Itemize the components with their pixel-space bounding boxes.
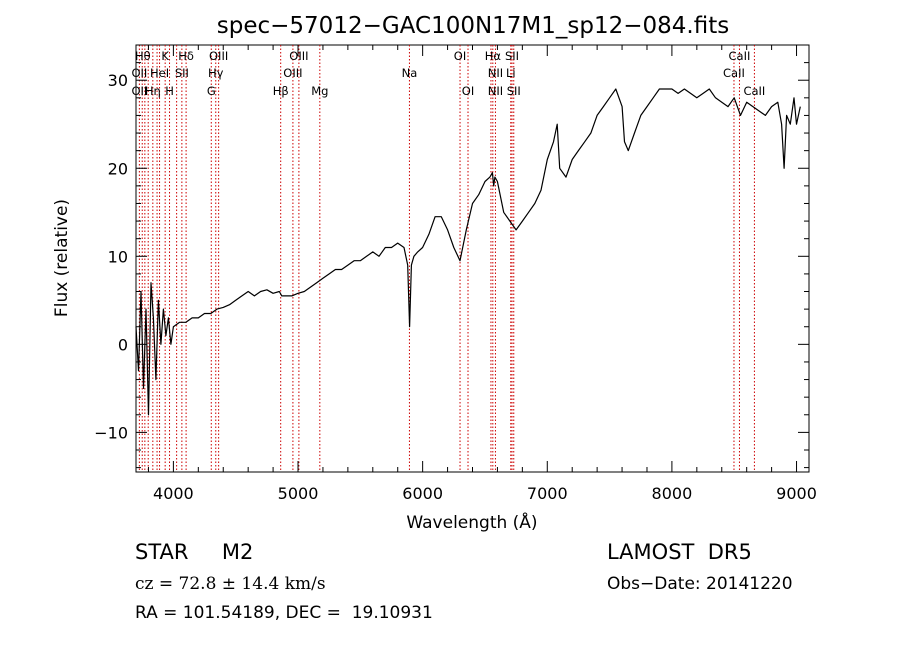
line-label: HeI — [150, 66, 169, 80]
plot-frame — [135, 44, 810, 473]
line-label: CaII — [729, 49, 751, 63]
spectrum-line — [135, 88, 801, 416]
redshift-velocity: cz = 72.8 ± 14.4 km/s — [135, 574, 326, 594]
y-axis-label: Flux (relative) — [52, 199, 72, 317]
spectrum-series — [135, 88, 801, 416]
line-label: SII — [507, 84, 521, 98]
line-label: SII — [505, 49, 519, 63]
chart-title: spec−57012−GAC100N17M1_sp12−084.fits — [217, 13, 729, 39]
line-label: Mg — [311, 84, 328, 98]
line-label: OI — [454, 49, 466, 63]
x-tick-label: 7000 — [527, 484, 568, 503]
line-label: Hθ — [135, 49, 151, 63]
y-tick-label: 30 — [108, 71, 128, 90]
spectral-line-markers — [138, 45, 755, 472]
line-label: Hγ — [208, 66, 224, 80]
coordinates: RA = 101.54189, DEC = 19.10931 — [135, 603, 433, 623]
y-tick-label: 0 — [118, 335, 128, 354]
object-class: STAR M2 — [135, 540, 254, 564]
axes: 4000 5000 6000 7000 8000 9000 −10 0 10 20 30 — [94, 44, 817, 503]
line-label: K — [161, 49, 169, 63]
line-label: NII — [488, 66, 503, 80]
line-label: NII — [488, 84, 503, 98]
x-tick-label: 9000 — [776, 484, 817, 503]
survey-release: LAMOST DR5 — [607, 540, 752, 564]
line-label: OII — [131, 84, 147, 98]
y-tick-label: 20 — [108, 159, 128, 178]
line-label: Na — [402, 66, 418, 80]
line-label: CaII — [743, 84, 765, 98]
x-tick-label: 5000 — [278, 484, 319, 503]
x-tick-label: 8000 — [652, 484, 693, 503]
line-label: Hη — [145, 84, 161, 98]
line-label: OIII — [209, 49, 228, 63]
observation-date: Obs−Date: 20141220 — [607, 574, 793, 594]
line-label: OI — [462, 84, 474, 98]
line-label: G — [207, 84, 216, 98]
line-label: OIII — [283, 66, 302, 80]
line-label: Li — [506, 66, 516, 80]
x-axis-label: Wavelength (Å) — [406, 511, 537, 533]
line-label: OIII — [289, 49, 308, 63]
line-label: CaII — [723, 66, 745, 80]
line-label: OII — [131, 66, 147, 80]
x-tick-label: 4000 — [153, 484, 194, 503]
line-label: SII — [175, 66, 189, 80]
x-tick-label: 6000 — [402, 484, 443, 503]
y-tick-label: −10 — [94, 423, 128, 442]
y-tick-label: 10 — [108, 247, 128, 266]
line-label: Hβ — [273, 84, 289, 98]
line-label: Hδ — [178, 49, 194, 63]
line-label: H — [165, 84, 174, 98]
line-label: Hα — [485, 49, 502, 63]
